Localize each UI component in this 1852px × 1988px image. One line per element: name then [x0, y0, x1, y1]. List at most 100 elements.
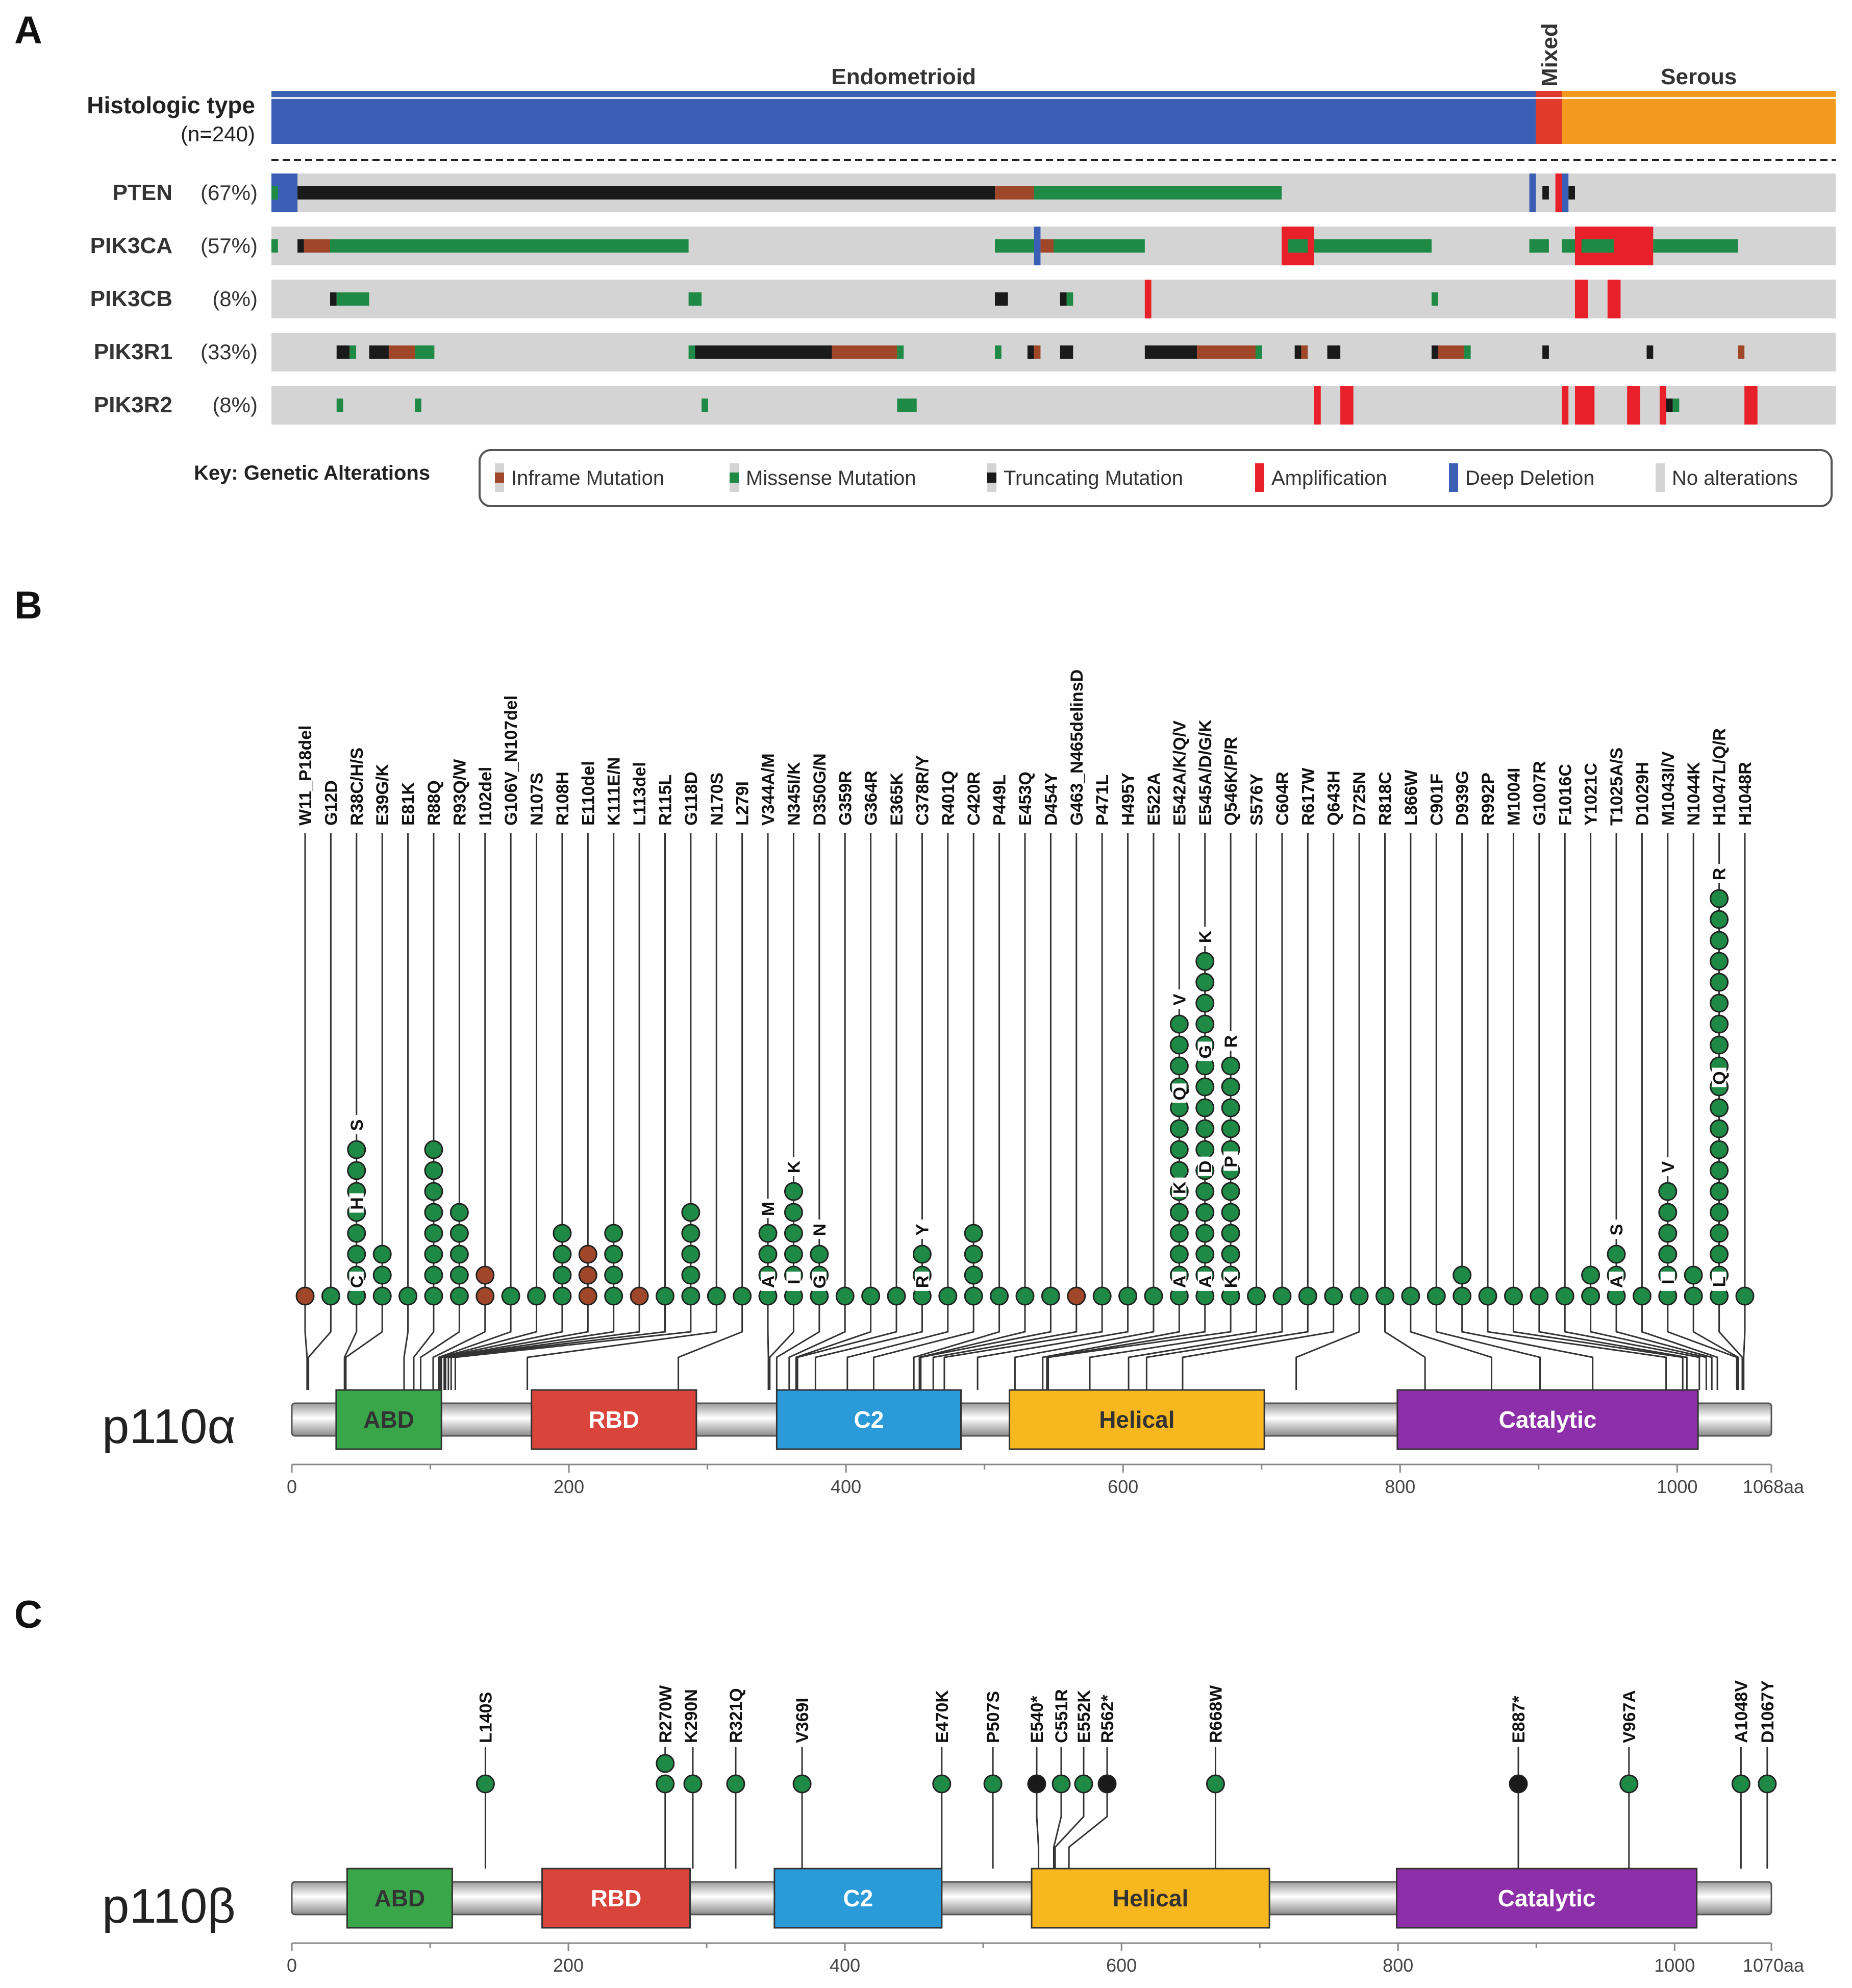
p110a-mutation-label: C901F	[1427, 774, 1446, 826]
alteration-truncating	[330, 292, 337, 306]
p110a-connector	[420, 1296, 460, 1390]
alteration-missense	[1464, 345, 1471, 359]
p110a-letter-bg	[812, 1272, 827, 1291]
panel-b-lollipop: W11_P18del G12D R38C/H/S E39G/K E81K R88Q R93Q…	[102, 669, 1805, 1497]
p110a-connector	[1089, 1296, 1258, 1390]
p110a-aa-letter: C	[347, 1276, 367, 1288]
p110a-mutation-dot	[784, 1224, 803, 1243]
p110a-mutation-dot	[604, 1286, 623, 1306]
alteration-amplification	[1314, 386, 1321, 425]
p110a-mutation-dot	[1221, 1056, 1240, 1076]
p110a-mutation-dot	[475, 1286, 495, 1306]
p110a-mutation-label: G118D	[682, 772, 701, 826]
p110a-mutation-dot	[1426, 1286, 1446, 1306]
p110a-mutation-dot	[1221, 1224, 1240, 1243]
p110b-mutation-label: L140S	[476, 1692, 495, 1743]
p110a-mutation-dot	[372, 1286, 392, 1306]
p110a-aa-letter: K	[1196, 930, 1215, 943]
p110b-mutation-label: D1067Y	[1758, 1680, 1778, 1743]
histologic-type-label: Histologic type	[87, 92, 255, 118]
p110a-mutation-dot	[681, 1203, 700, 1222]
p110a-mutation-dot	[1710, 1035, 1729, 1055]
p110a-mutation-dot	[1684, 1265, 1703, 1285]
p110a-connector	[438, 1296, 512, 1390]
alteration-missense	[336, 399, 343, 412]
p110a-connector	[1461, 1296, 1594, 1390]
p110a-mutation-dot	[449, 1265, 469, 1285]
p110a-mutation-label: G359R	[836, 771, 855, 826]
p110a-mutation-dot	[810, 1245, 829, 1264]
p110a-connector	[1047, 1296, 1232, 1390]
p110a-mutation-dot	[1658, 1245, 1678, 1264]
p110a-mutation-dot	[604, 1224, 623, 1243]
p110a-domain-abd	[335, 1389, 442, 1450]
p110a-mutation-label: W11_P18del	[296, 725, 315, 826]
p110a-connector	[814, 1296, 923, 1390]
p110a-mutation-dot	[1221, 1245, 1240, 1264]
p110a-aa-letter: I	[1659, 1279, 1678, 1284]
p110a-connector	[1384, 1296, 1426, 1390]
alteration-inframe	[1034, 345, 1041, 359]
alteration-amplification	[1607, 280, 1621, 318]
p110a-mutation-dot	[553, 1245, 572, 1264]
p110b-mutation-dot	[1619, 1774, 1639, 1794]
alteration-inframe	[388, 345, 415, 359]
p110a-mutation-dot	[1632, 1286, 1651, 1306]
p110a-domain-rbd	[531, 1389, 697, 1450]
p110a-connector	[932, 1296, 1078, 1390]
alteration-truncating	[369, 345, 389, 359]
p110a-connector	[450, 1296, 666, 1390]
p110a-connector	[440, 1296, 563, 1390]
alteration-amplification	[1555, 173, 1562, 212]
p110a-aa-letter: A	[759, 1276, 778, 1288]
p110a-aa-letter: S	[347, 1120, 367, 1131]
p110a-mutation-dot	[1710, 931, 1729, 950]
p110a-mutation-label: E110del	[579, 761, 598, 826]
p110a-mutation-dot	[424, 1224, 443, 1243]
p110a-connector	[304, 1296, 308, 1390]
p110a-mutation-dot	[449, 1286, 469, 1306]
p110a-mutation-dot	[784, 1245, 803, 1264]
p110a-aa-letter: Q	[1170, 1087, 1189, 1100]
p110a-mutation-dot	[630, 1286, 649, 1306]
p110a-aa-letter: V	[1170, 993, 1189, 1005]
p110a-mutation-label: D725N	[1350, 772, 1369, 826]
p110a-connector	[432, 1296, 486, 1390]
p110a-mutation-label: R93Q/W	[450, 759, 469, 826]
p110a-aa-letter: N	[810, 1224, 830, 1236]
key-items: Inframe Mutation Missense Mutation Truncat…	[495, 463, 1798, 492]
p110a-mutation-dot	[656, 1286, 674, 1306]
p110a-mutation-label: Q643H	[1324, 771, 1344, 826]
p110a-mutation-dot	[424, 1161, 443, 1180]
p110b-domain-helical	[1031, 1868, 1270, 1929]
p110a-mutation-label: F1016C	[1556, 764, 1575, 826]
key-label-truncating: Truncating Mutation	[1004, 467, 1183, 489]
p110a-mutation-dot	[1710, 1203, 1729, 1222]
p110a-mutation-dot	[372, 1265, 392, 1285]
p110a-protein-track: ABD RBD C2 Helical Catalytic	[291, 1389, 1772, 1450]
p110a-mutation-dot	[1710, 1098, 1729, 1117]
p110a-mutation-label: C378R/Y	[913, 755, 932, 826]
type-bar-endometrioid	[271, 91, 1536, 144]
p110a-mutation-dot	[398, 1286, 418, 1306]
alteration-amplification	[1627, 386, 1640, 425]
p110a-mutation-label: Y1021C	[1582, 763, 1601, 826]
key-swatch-amplification	[1255, 463, 1264, 492]
p110a-mutation-label: C420R	[964, 772, 984, 826]
p110b-domain-label-rbd: RBD	[591, 1885, 642, 1911]
p110a-domain-label-c2: C2	[854, 1406, 884, 1433]
p110a-mutation-label: T1025A/S	[1607, 748, 1626, 826]
histologic-type-bar: Endometrioid Mixed Serous	[271, 23, 1836, 144]
p110a-mutation-dot	[1710, 1182, 1729, 1201]
p110a-label: p110α	[102, 1399, 236, 1454]
p110a-mutation-dot	[604, 1265, 623, 1285]
sample-count-label: (n=240)	[181, 122, 255, 146]
p110a-mutation-dot	[1735, 1286, 1755, 1306]
p110a-mutation-label: R38C/H/S	[347, 748, 367, 826]
p110a-mutation-dot	[1195, 1098, 1215, 1117]
p110a-mutation-dot	[527, 1286, 546, 1306]
p110a-mutation-dot	[1092, 1286, 1112, 1306]
p110b-tick-label: 200	[553, 1955, 584, 1976]
p110a-mutation-label: P449L	[990, 775, 1010, 826]
p110a-mutation-dot	[424, 1140, 443, 1159]
